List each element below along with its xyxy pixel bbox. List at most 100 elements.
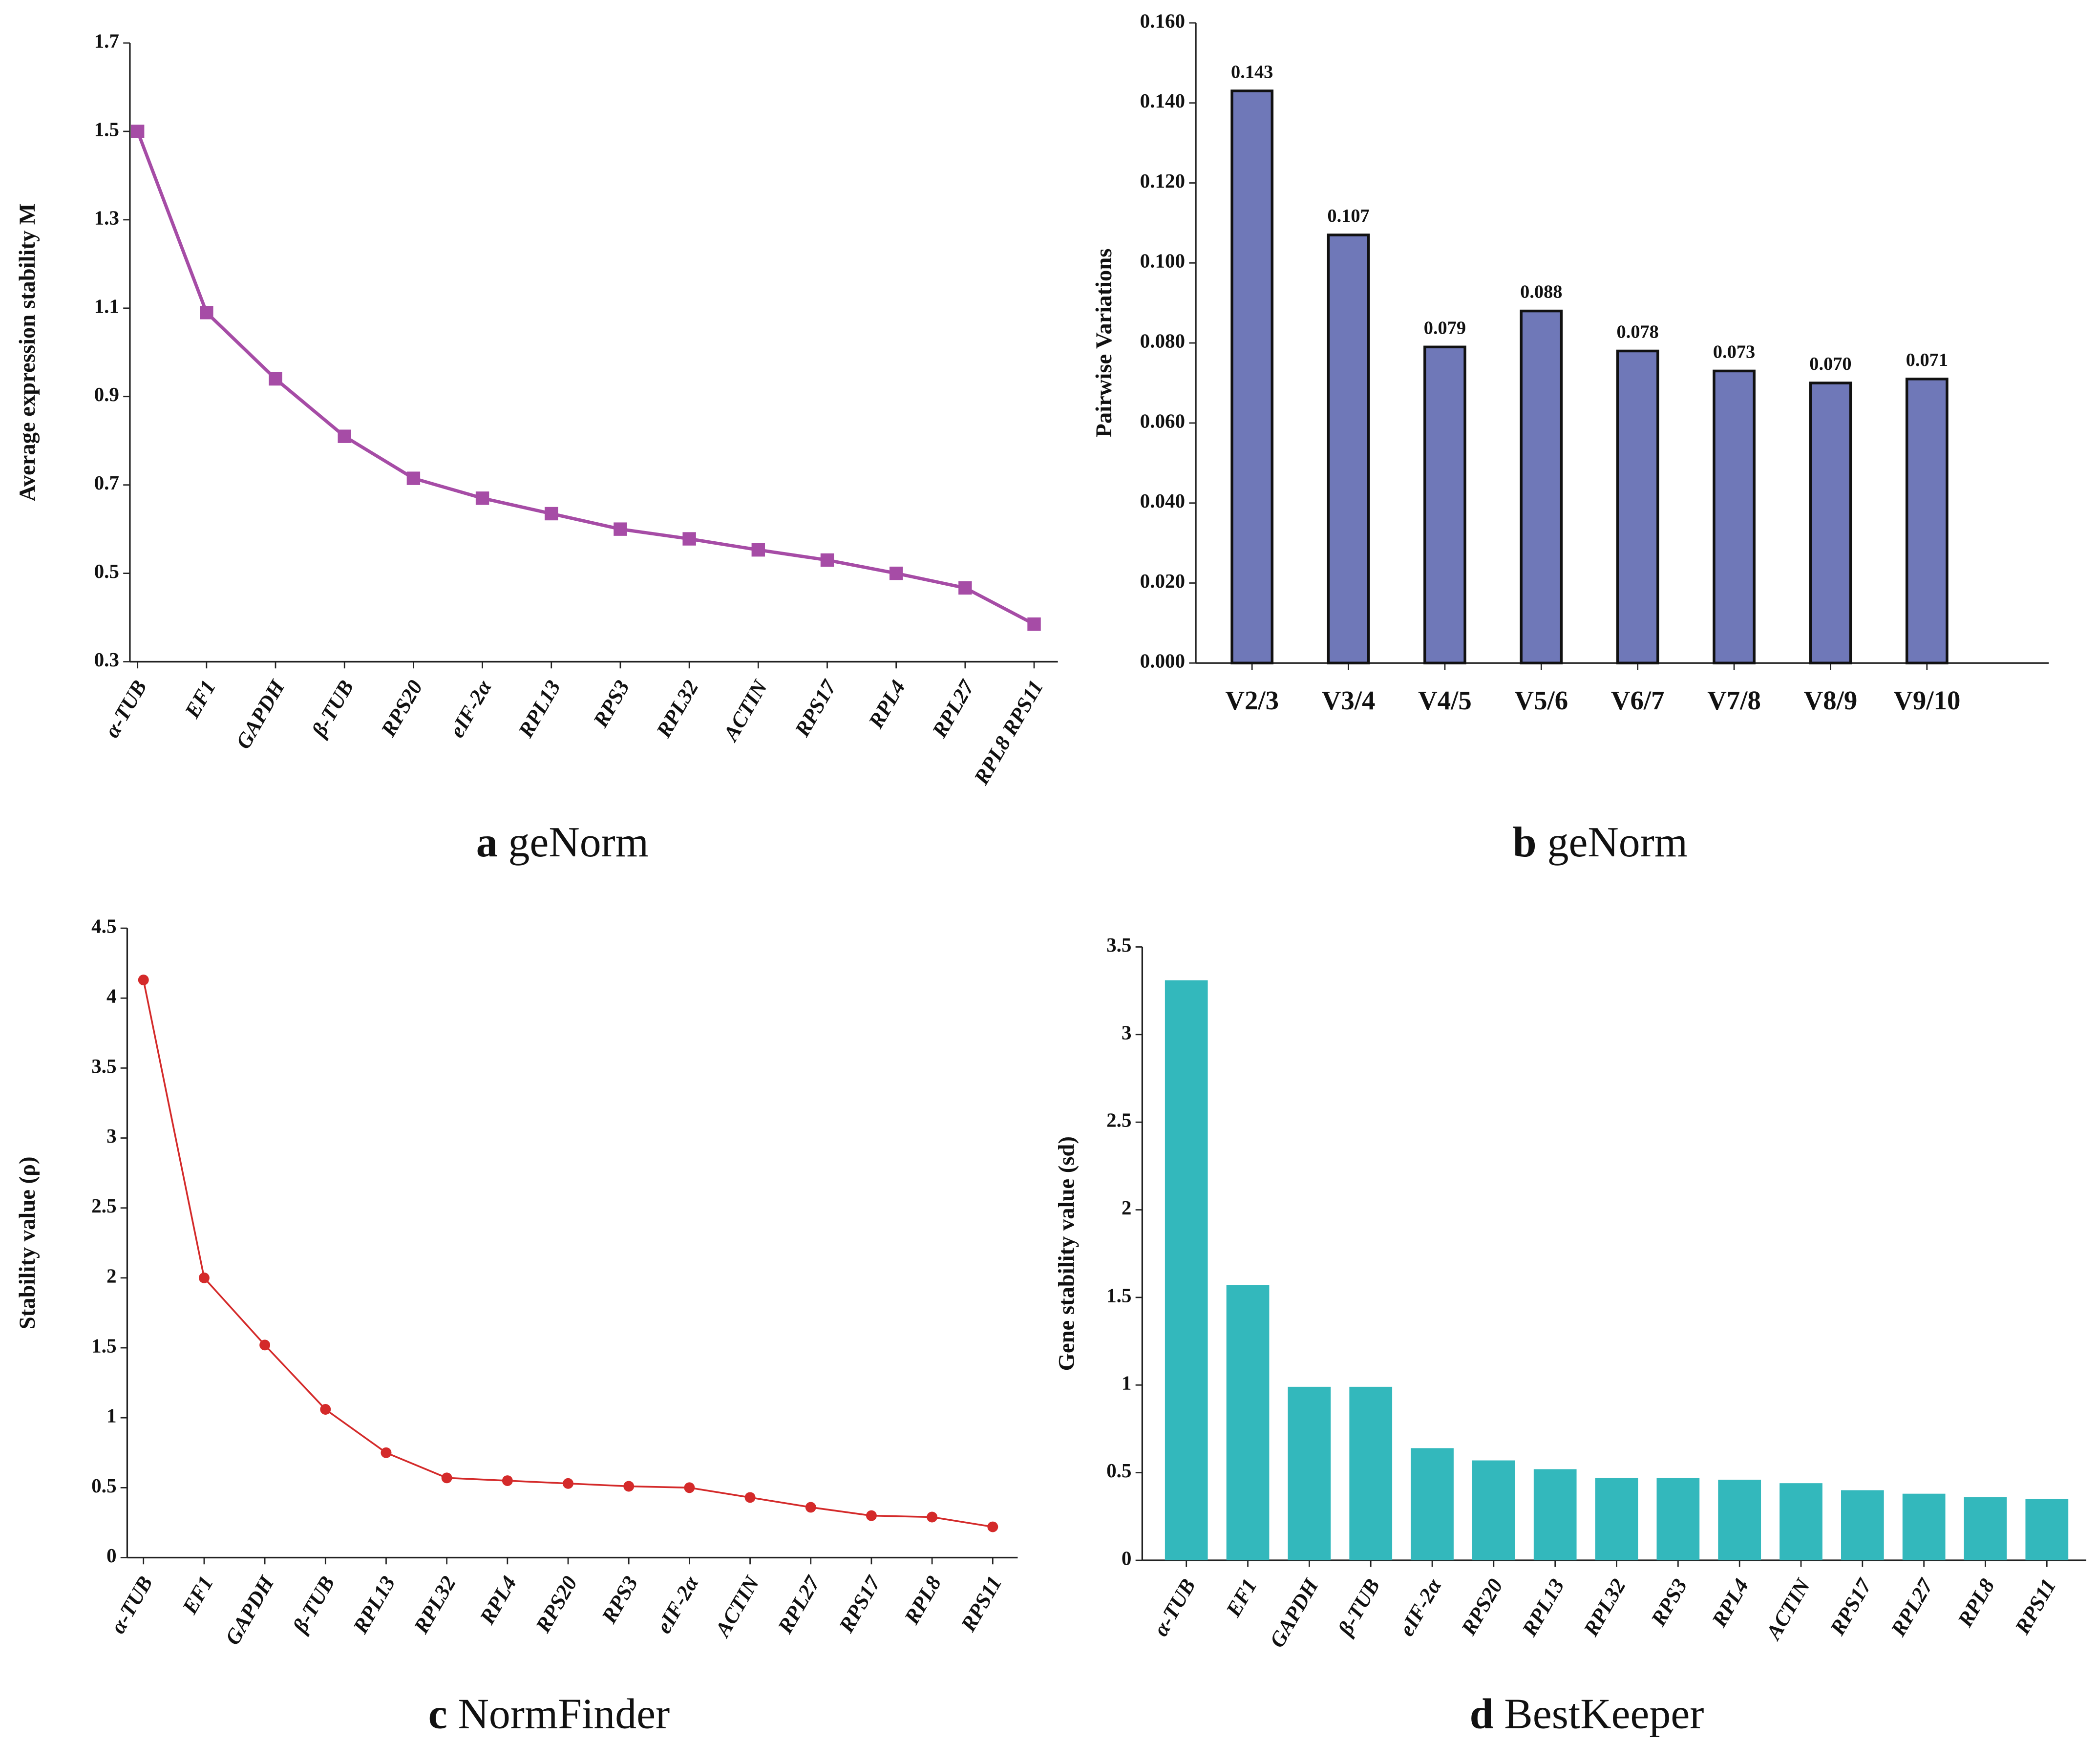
y-axis-title: Average expression stability M (15, 203, 40, 501)
bar (1595, 1478, 1638, 1561)
marker (684, 1482, 695, 1493)
x-tick-label: RPL27 (928, 676, 979, 742)
marker (987, 1521, 998, 1532)
bar (1718, 1479, 1761, 1561)
x-tick-label: EF1 (178, 1572, 218, 1618)
x-tick-label: RPL32 (1579, 1575, 1630, 1641)
marker (138, 975, 149, 985)
bar (1902, 1493, 1946, 1561)
line (142, 979, 993, 1528)
y-tick-label: 0.9 (94, 383, 119, 405)
marker (805, 1502, 816, 1513)
caption-text: BestKeeper (1504, 1690, 1704, 1738)
x-tick-label: GAPDH (221, 1572, 279, 1649)
y-tick-label: 1.5 (1106, 1284, 1131, 1306)
bar (1779, 1483, 1822, 1561)
value-label: 0.143 (1231, 62, 1273, 82)
marker (406, 471, 421, 485)
y-tick-label: 3 (1122, 1021, 1132, 1043)
y-tick-label: 0.5 (91, 1474, 116, 1497)
y-tick-label: 0.140 (1140, 89, 1186, 112)
y-tick-label: 0.7 (94, 471, 119, 494)
x-tick-label: RPS17 (1825, 1574, 1877, 1639)
y-axis-title: Pairwise Variations (1091, 249, 1117, 438)
caption-text: geNorm (1547, 818, 1688, 866)
marker (475, 491, 489, 505)
caption-text: NormFinder (458, 1690, 670, 1738)
panel-letter: a (476, 818, 498, 866)
x-tick-label: RPS20 (531, 1572, 582, 1637)
x-tick-label: GAPDH (1265, 1574, 1323, 1652)
x-tick-label: RPL4 (475, 1572, 521, 1629)
marker (623, 1481, 635, 1492)
y-tick-label: 4.5 (91, 915, 116, 937)
line (136, 130, 1035, 626)
bar (1327, 234, 1370, 665)
y-tick-label: 0.160 (1140, 9, 1186, 32)
y-tick-label: 1 (1122, 1372, 1132, 1394)
x-tick-label: α-TUB (106, 1572, 157, 1637)
caption: a geNorm (476, 818, 649, 866)
bar (1411, 1448, 1454, 1561)
marker (200, 306, 213, 319)
x-tick-label: RPL4 (864, 676, 910, 733)
marker (198, 1272, 210, 1283)
panel-letter: d (1470, 1690, 1494, 1738)
x-tick-label: EF1 (1222, 1575, 1262, 1621)
marker (744, 1492, 756, 1503)
y-tick-label: 2 (1122, 1196, 1132, 1219)
x-tick-label: V6/7 (1611, 685, 1665, 715)
x-tick-label: RPS20 (1457, 1575, 1507, 1640)
x-tick-label: RPL8 (1953, 1575, 1999, 1632)
panel-letter: c (428, 1690, 447, 1738)
x-tick-label: RPL13 (1518, 1575, 1569, 1641)
marker (338, 429, 351, 443)
bar (1809, 382, 1852, 665)
bar (1905, 378, 1949, 665)
value-label: 0.088 (1520, 282, 1562, 302)
y-tick-label: 1.7 (94, 29, 119, 52)
x-tick-label: V7/8 (1707, 685, 1761, 715)
y-tick-label: 1 (106, 1404, 117, 1427)
x-tick-label: RPS17 (834, 1572, 886, 1637)
x-tick-label: RPS3 (597, 1572, 642, 1628)
marker (866, 1510, 877, 1521)
x-tick-label: RPS11 (956, 1572, 1007, 1636)
y-tick-label: 0.5 (94, 560, 119, 582)
caption-text: geNorm (508, 818, 649, 866)
bar (1656, 1478, 1700, 1561)
y-tick-label: 0 (106, 1544, 117, 1567)
y-tick-label: 3.5 (91, 1055, 116, 1077)
x-tick-label: ACTIN (710, 1572, 764, 1642)
bar (1841, 1490, 1884, 1561)
y-tick-label: 2.5 (1106, 1109, 1131, 1131)
y-axis-title: Gene stability value (sd) (1054, 1136, 1079, 1371)
x-tick-label: V9/10 (1893, 685, 1960, 715)
y-tick-label: 1.5 (91, 1334, 116, 1357)
bar (1533, 1469, 1577, 1561)
value-label: 0.070 (1809, 354, 1851, 374)
marker (441, 1472, 452, 1484)
x-tick-label: β-TUB (288, 1572, 339, 1637)
panel: 0.000 0.020 0.040 0.060 0.080 0.100 0.120 0.140… (1091, 9, 2049, 866)
y-tick-label: 0.040 (1140, 489, 1186, 512)
marker (682, 532, 696, 546)
panel: 0.3 0.5 0.7 0.9 1.1 1.3 1.5 1.7 Average expressi… (15, 29, 1058, 866)
x-tick-label: RPL4 (1707, 1575, 1753, 1632)
y-tick-label: 0.000 (1140, 650, 1186, 672)
panel-letter: b (1513, 818, 1537, 866)
x-tick-label: EF1 (180, 676, 220, 723)
y-tick-label: 1.5 (94, 118, 119, 140)
caption: d BestKeeper (1470, 1690, 1704, 1738)
y-tick-label: 0.3 (94, 648, 119, 671)
x-tick-label: RPS3 (589, 676, 634, 732)
marker (259, 1339, 271, 1351)
value-label: 0.078 (1617, 322, 1659, 342)
x-tick-label: V2/3 (1225, 685, 1279, 715)
marker (545, 507, 558, 521)
x-tick-label: ACTIN (719, 676, 773, 746)
x-tick-label: RPS11 (2011, 1575, 2061, 1638)
marker (889, 566, 903, 580)
